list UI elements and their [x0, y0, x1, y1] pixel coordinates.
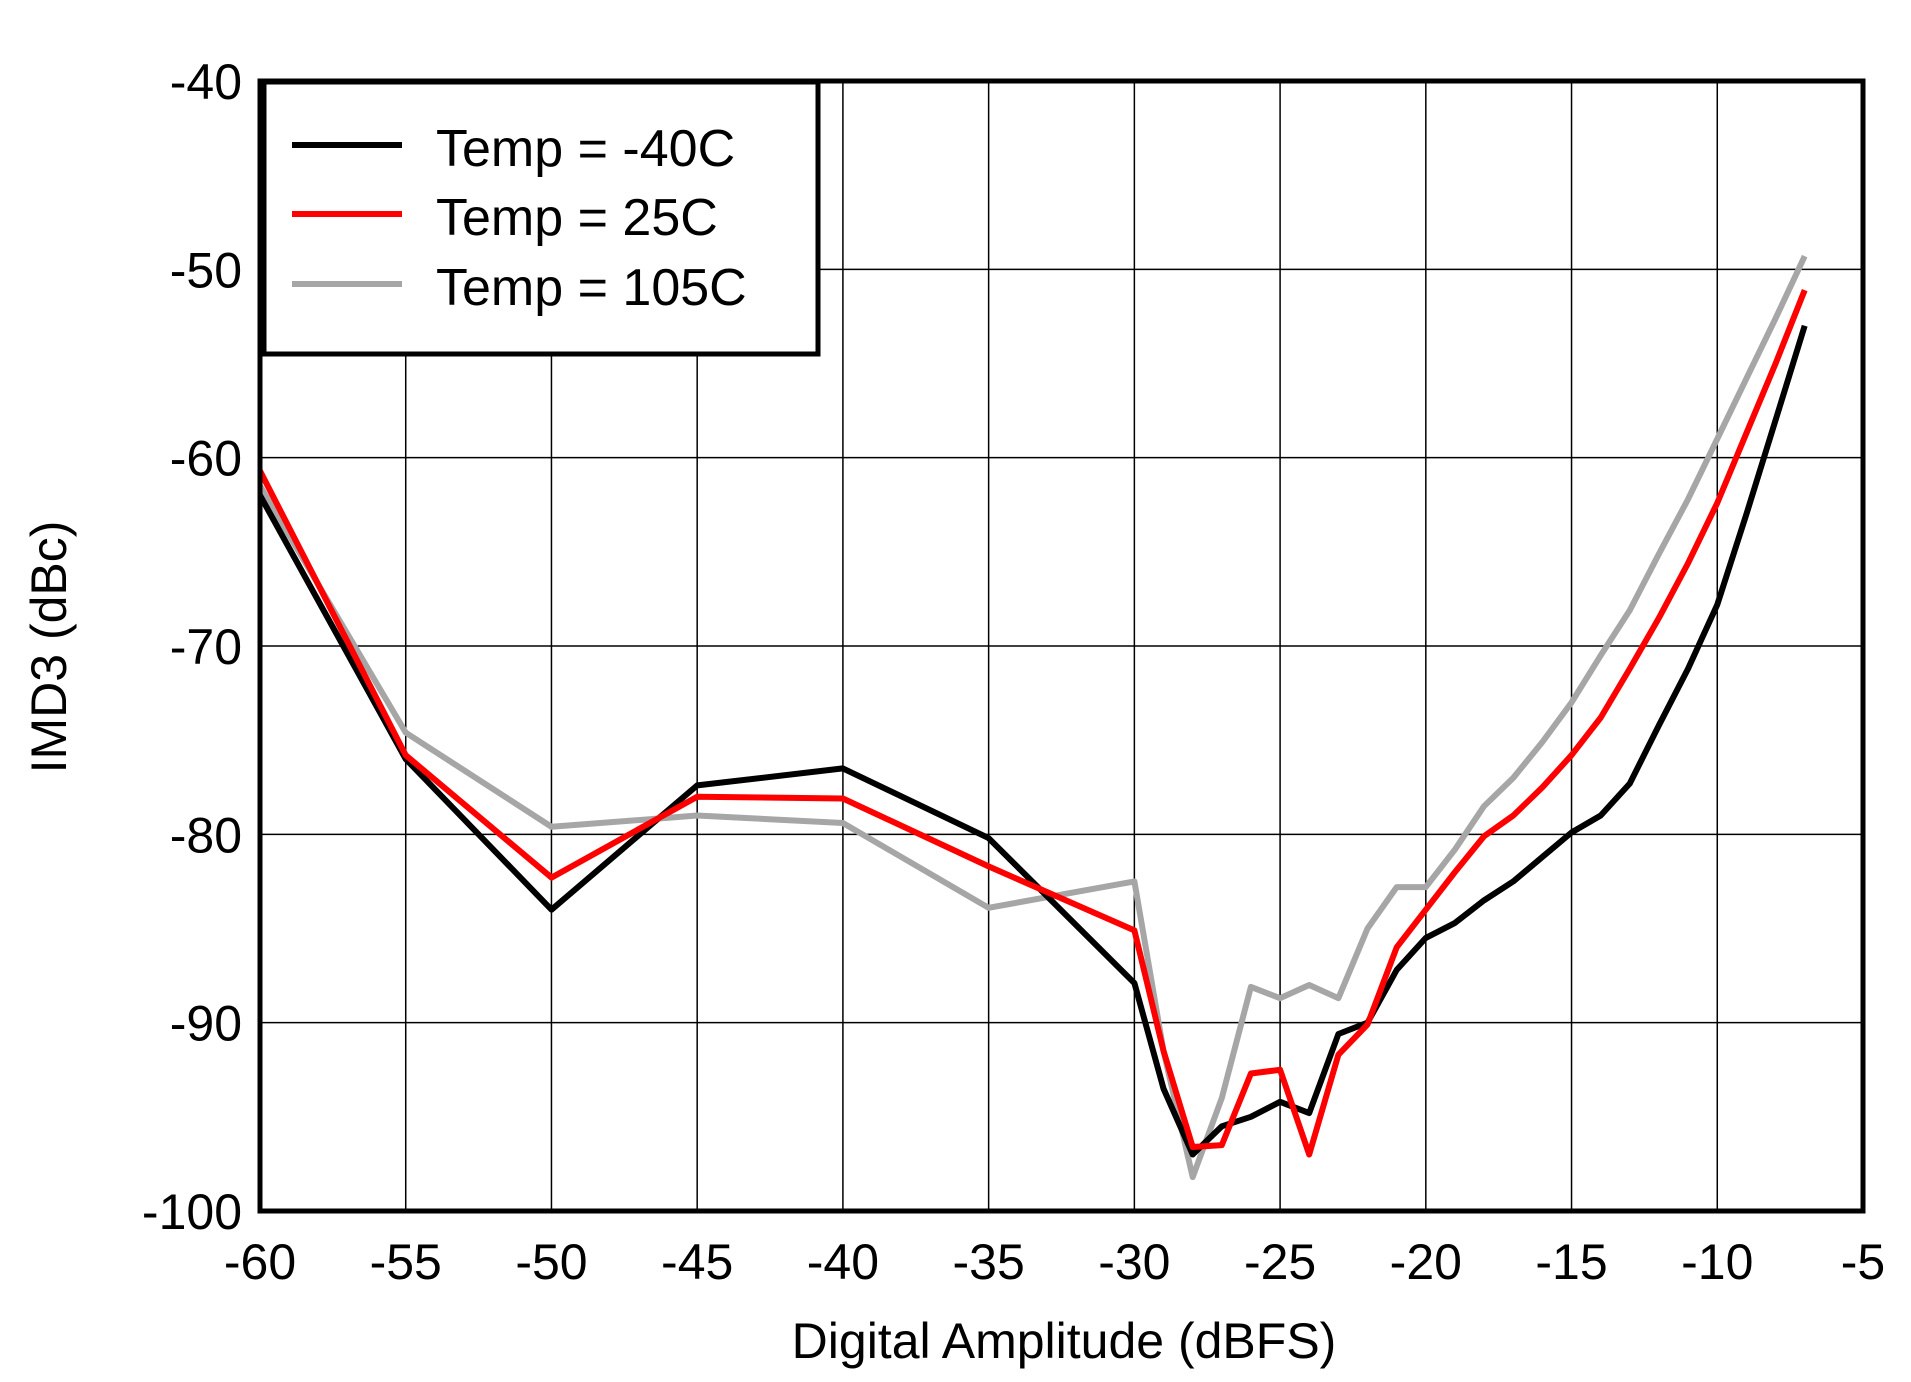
x-axis-title: Digital Amplitude (dBFS) — [792, 1313, 1337, 1369]
x-tick-label: -30 — [1098, 1234, 1170, 1290]
legend-label-minus40c: Temp = -40C — [436, 120, 735, 178]
series-lines — [257, 254, 1808, 1181]
y-tick-label: -90 — [170, 996, 242, 1052]
plot-frame — [257, 78, 1866, 1214]
y-tick-label: -50 — [170, 242, 242, 298]
x-tick-label: -35 — [953, 1234, 1025, 1290]
x-tick-label: -40 — [807, 1234, 879, 1290]
y-tick-label: -100 — [142, 1184, 242, 1240]
legend-box — [261, 79, 821, 357]
x-tick-label: -25 — [1244, 1234, 1316, 1290]
y-tick-label: -60 — [170, 431, 242, 487]
series-line-105c — [257, 254, 1808, 1181]
series-line-25c — [257, 288, 1808, 1158]
y-tick-labels: -40 -50 -60 -70 -80 -90 -100 — [142, 54, 242, 1240]
x-tick-label: -20 — [1390, 1234, 1462, 1290]
x-tick-label: -55 — [370, 1234, 442, 1290]
series-line-minus40c — [257, 324, 1808, 1158]
y-tick-label: -80 — [170, 807, 242, 863]
legend-label-105c: Temp = 105C — [436, 259, 747, 317]
y-tick-label: -40 — [170, 54, 242, 110]
y-axis-title: IMD3 (dBc) — [21, 521, 77, 774]
x-tick-label: -45 — [661, 1234, 733, 1290]
x-tick-label: -5 — [1841, 1234, 1885, 1290]
x-tick-labels: -60 -55 -50 -45 -40 -35 -30 -25 -20 -15 -10 -5 — [224, 1234, 1885, 1290]
x-tick-label: -60 — [224, 1234, 296, 1290]
x-tick-label: -50 — [515, 1234, 587, 1290]
x-tick-label: -10 — [1681, 1234, 1753, 1290]
legend: Temp = -40C Temp = 25C Temp = 105C — [261, 79, 821, 357]
x-tick-label: -15 — [1535, 1234, 1607, 1290]
y-tick-label: -70 — [170, 619, 242, 675]
legend-label-25c: Temp = 25C — [436, 189, 718, 247]
